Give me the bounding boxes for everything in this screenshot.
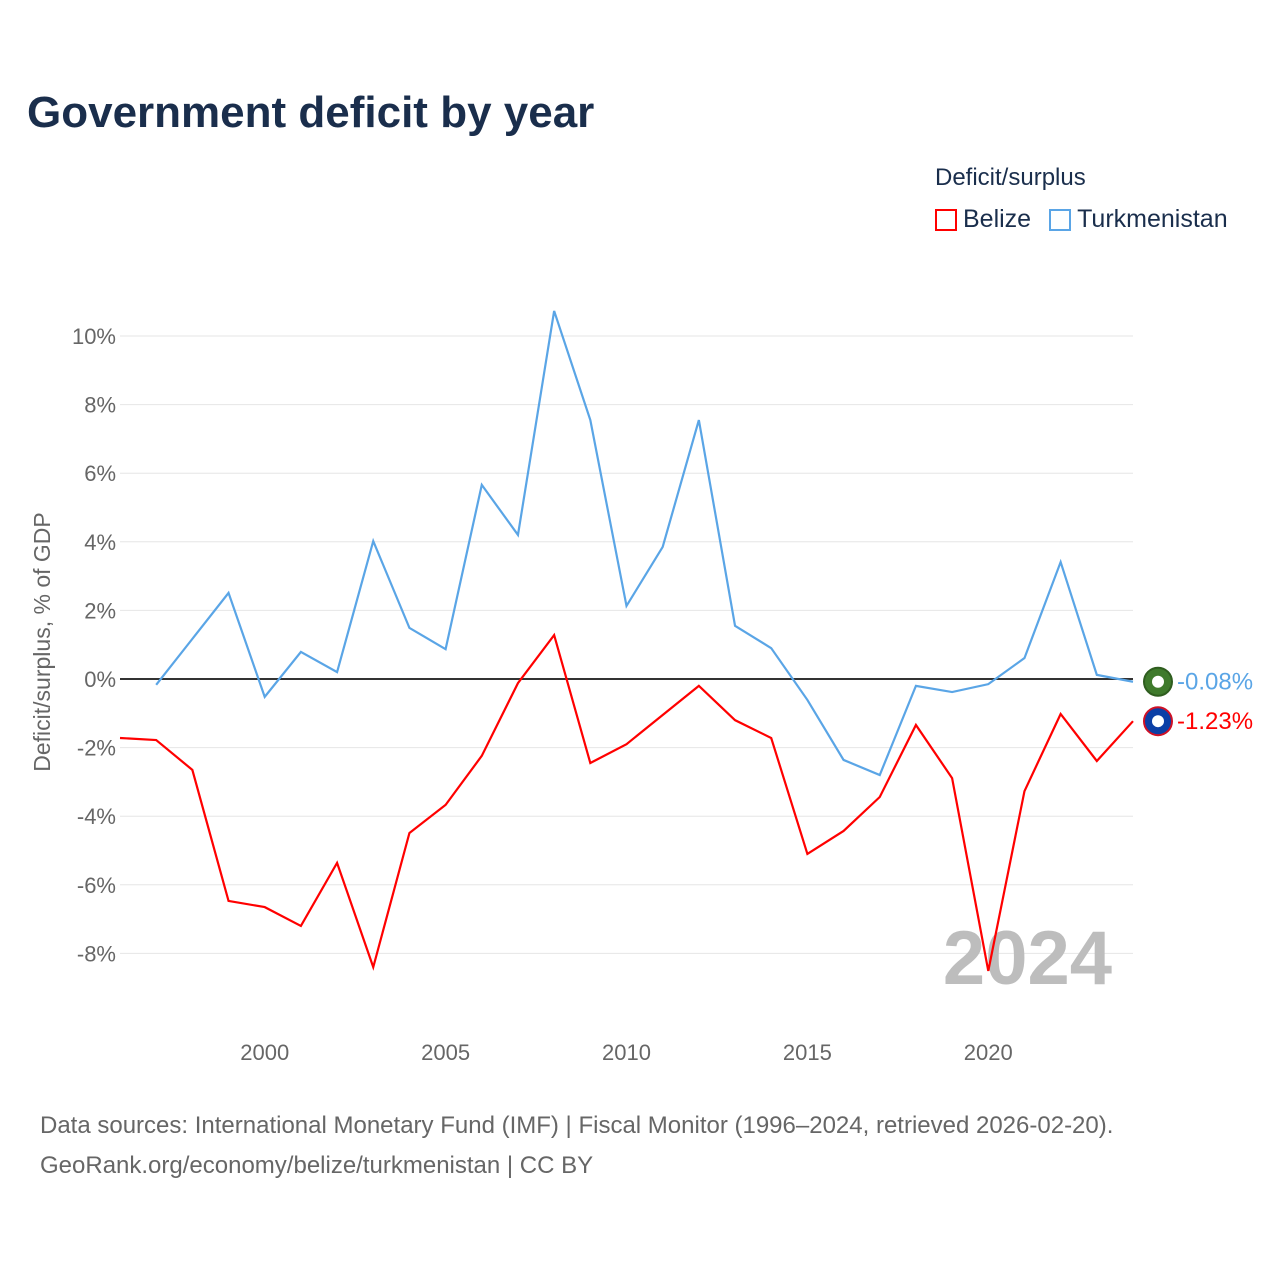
legend-label: Belize (963, 205, 1032, 233)
series-line-belize (119, 632, 1134, 972)
series-line-turkmenistan (155, 310, 1134, 777)
legend-swatch-belize (935, 208, 957, 231)
flag-emblem-icon (1152, 715, 1164, 728)
x-tick-label: 2005 (421, 1040, 470, 1065)
legend-label: Turkmenistan (1077, 205, 1228, 233)
y-tick-label: -8% (77, 941, 116, 966)
chart-title: Government deficit by year (27, 88, 595, 137)
y-tick-label: -2% (77, 736, 116, 761)
flag-emblem-icon (1152, 675, 1164, 688)
y-tick-label: -6% (77, 873, 116, 898)
legend-title: Deficit/surplus (935, 164, 1086, 191)
y-axis-label: Deficit/surplus, % of GDP (29, 512, 55, 771)
source-note: Data sources: International Monetary Fun… (40, 1106, 1113, 1186)
legend-item-turkmenistan[interactable]: Turkmenistan (1049, 205, 1228, 234)
y-tick-label: 10% (72, 324, 116, 349)
y-tick-label: 2% (84, 598, 116, 623)
end-value-label: -1.23% (1177, 708, 1253, 735)
x-tick-label: 2015 (783, 1040, 832, 1065)
x-tick-label: 2010 (602, 1040, 651, 1065)
y-tick-label: -4% (77, 804, 116, 829)
y-tick-label: 6% (84, 461, 116, 486)
source-line-1: Data sources: International Monetary Fun… (40, 1112, 1114, 1139)
source-line-2[interactable]: GeoRank.org/economy/belize/turkmenistan … (40, 1152, 594, 1179)
year-watermark: 2024 (943, 916, 1112, 1001)
y-tick-label: 0% (84, 667, 116, 692)
x-tick-label: 2020 (964, 1040, 1013, 1065)
y-tick-label: 4% (84, 530, 116, 555)
legend-swatch-turkmenistan (1049, 208, 1072, 231)
x-tick-label: 2000 (240, 1040, 289, 1065)
legend-item-belize[interactable]: Belize (935, 205, 1031, 234)
legend: Belize Turkmenistan (935, 205, 1228, 234)
end-value-label: -0.08% (1177, 669, 1253, 696)
y-tick-label: 8% (84, 393, 116, 418)
